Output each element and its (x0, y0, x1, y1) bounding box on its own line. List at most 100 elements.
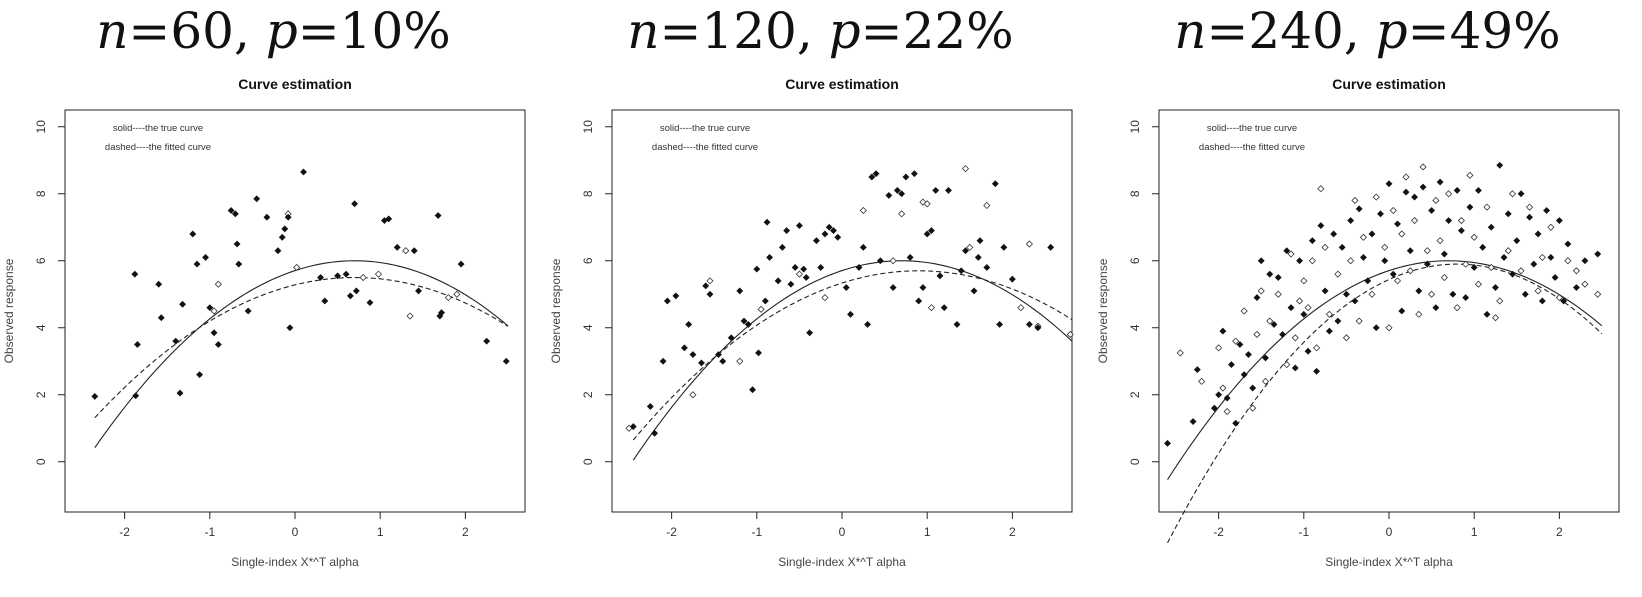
hollow-data-point (1453, 304, 1461, 312)
solid-data-point (783, 227, 791, 235)
solid-data-point (928, 227, 935, 235)
y-tick-label: 10 (34, 120, 48, 134)
solid-data-point (1411, 193, 1418, 201)
solid-data-point (749, 386, 756, 394)
panel-n120: n=120, p=22% Curve estimation -2 -1 0 1 2 0 2 4 6 8… (547, 0, 1094, 597)
solid-data-point (1338, 243, 1346, 251)
hollow-data-point (1432, 196, 1440, 205)
hollow-data-point (795, 270, 803, 278)
solid-data-point (791, 264, 799, 271)
solid-data-point (1342, 290, 1350, 298)
solid-data-point (1219, 327, 1227, 335)
solid-data-point (244, 307, 252, 315)
hollow-data-point (1572, 267, 1580, 275)
hollow-data-point (1508, 190, 1517, 198)
solid-data-point (1279, 331, 1286, 338)
x-tick-label: 2 (1556, 525, 1563, 539)
solid-data-point (1266, 270, 1274, 278)
solid-data-point (1355, 205, 1363, 213)
solid-data-point (1232, 419, 1240, 427)
x-tick-label: 1 (924, 525, 931, 539)
y-tick-label: 2 (1128, 391, 1142, 398)
solid-data-point (1000, 243, 1008, 251)
solid-data-point (346, 292, 354, 300)
plot-frame (611, 109, 1073, 513)
hollow-data-point (1025, 240, 1033, 248)
solid-data-point (1034, 324, 1042, 332)
solid-data-point (1283, 247, 1291, 255)
solid-data-point (1210, 404, 1218, 412)
solid-data-point (202, 253, 209, 261)
solid-data-point (629, 423, 637, 430)
solid-data-point (415, 287, 422, 295)
solid-data-point (898, 190, 906, 198)
y-tick-label: 4 (1128, 324, 1142, 331)
hollow-data-point (1402, 173, 1410, 181)
solid-data-point (196, 371, 204, 379)
hollow-data-point (736, 357, 744, 365)
chart-title: Curve estimation (785, 76, 899, 92)
solid-data-point (1526, 213, 1533, 221)
x-tick-label: -1 (1298, 525, 1309, 539)
hollow-data-point (1198, 377, 1206, 385)
hollow-data-point (927, 304, 936, 312)
hollow-data-point (1462, 260, 1470, 268)
solid-data-point (915, 297, 923, 305)
solid-data-point (702, 282, 710, 290)
solid-data-point (1313, 367, 1321, 375)
solid-data-point (902, 173, 910, 181)
hollow-data-point (1415, 310, 1423, 318)
solid-data-point (1475, 186, 1482, 194)
solid-data-point (936, 272, 944, 280)
hollow-data-point (1334, 270, 1342, 278)
hollow-data-point (1466, 171, 1474, 179)
x-tick-label: -1 (751, 525, 762, 539)
solid-data-point (1253, 294, 1261, 302)
solid-data-point (1500, 253, 1508, 261)
solid-data-point (1534, 230, 1542, 238)
legend-entry-fitted-curve: dashed----the fitted curve (105, 142, 211, 153)
solid-data-point (1325, 327, 1333, 335)
x-tick-label: -2 (119, 525, 130, 539)
y-tick-label: 4 (34, 324, 48, 331)
fitted-curve-line (632, 270, 1073, 441)
hollow-data-point (1368, 290, 1376, 298)
hollow-data-point (1581, 280, 1589, 288)
solid-data-point (802, 274, 810, 281)
solid-data-point (1449, 290, 1457, 298)
solid-data-point (864, 320, 871, 328)
hollow-data-point (898, 210, 906, 218)
solid-data-point (1419, 183, 1427, 191)
solid-data-point (706, 290, 714, 298)
solid-data-point (457, 260, 465, 268)
solid-data-point (1479, 243, 1487, 251)
solid-data-point (663, 297, 671, 305)
solid-data-point (1351, 297, 1359, 305)
hollow-data-point (1355, 317, 1363, 325)
solid-data-point (868, 173, 876, 181)
solid-data-point (1223, 394, 1231, 402)
solid-data-point (1415, 287, 1423, 295)
heading-p-value: 49% (1449, 2, 1561, 60)
solid-data-point (179, 300, 186, 308)
hollow-data-point (1313, 344, 1321, 352)
panel-n60: n=60, p=10% Curve estimation -2 -1 0 1 2 0 2 4 6 8 1… (0, 0, 547, 597)
solid-data-point (1330, 230, 1338, 238)
solid-data-point (1564, 240, 1572, 248)
hollow-data-point (293, 263, 301, 272)
solid-data-point (366, 299, 374, 307)
hollow-data-point (1564, 257, 1572, 265)
solid-data-point (1215, 391, 1223, 399)
hollow-data-point (1538, 253, 1546, 261)
solid-data-point (855, 264, 863, 271)
hollow-data-point (1351, 196, 1359, 205)
solid-data-point (774, 277, 782, 285)
solid-data-point (859, 243, 867, 251)
hollow-data-point (1389, 206, 1397, 215)
solid-data-point (800, 265, 808, 273)
solid-data-point (1440, 250, 1448, 258)
heading-p-value: 22% (902, 2, 1014, 60)
solid-data-point (1428, 207, 1436, 214)
solid-data-point (970, 287, 978, 295)
hollow-data-point (1291, 334, 1299, 342)
